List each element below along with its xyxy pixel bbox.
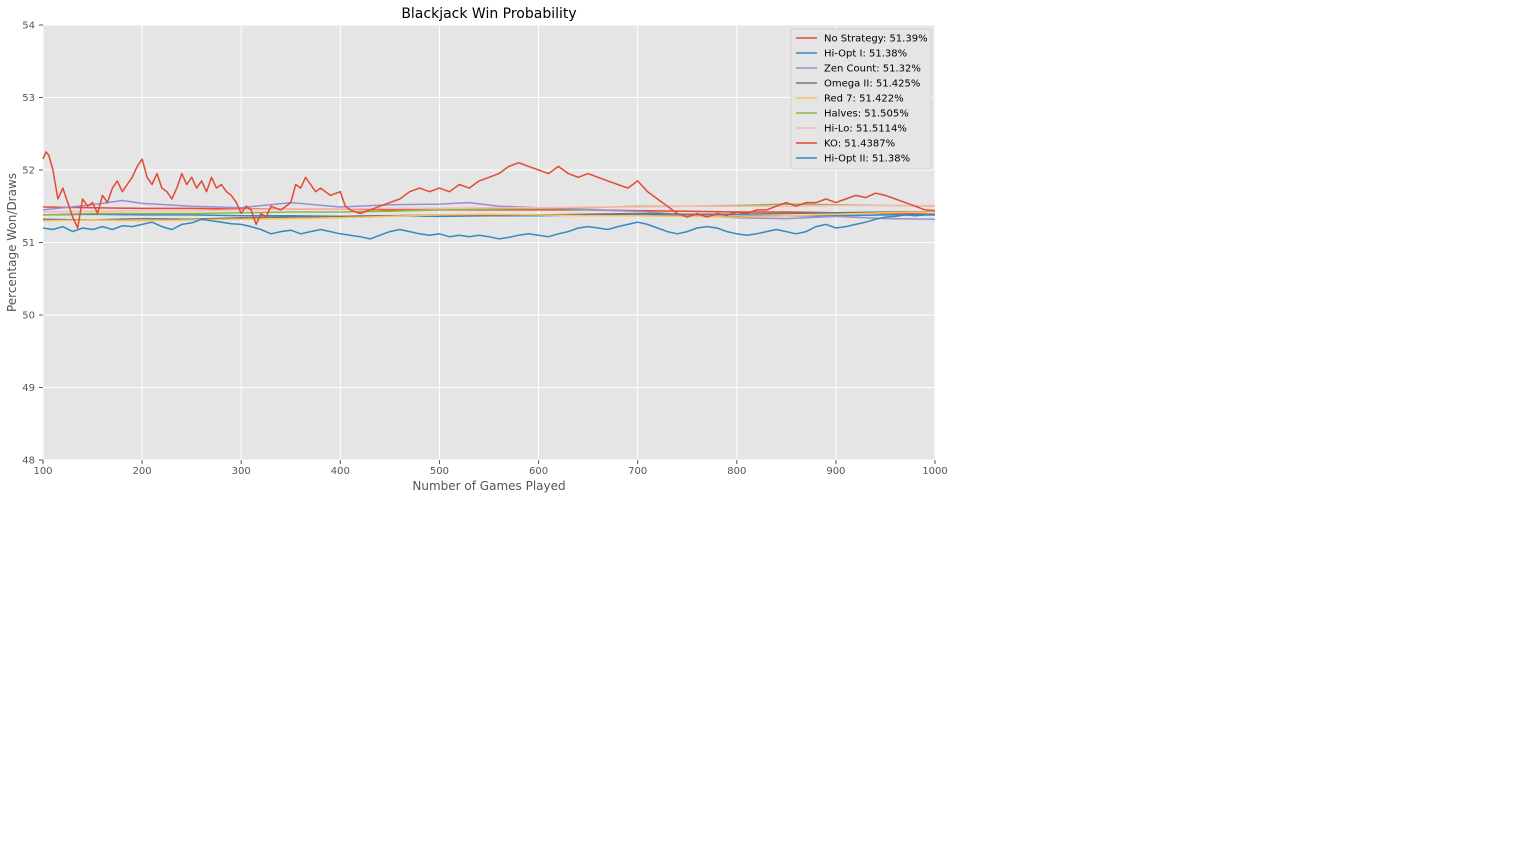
series-line-4 bbox=[42, 211, 936, 222]
legend-label: Hi-Lo: 51.5114% bbox=[824, 124, 907, 135]
y-tick-label: 54 bbox=[22, 21, 35, 32]
series-line-7 bbox=[42, 151, 936, 229]
legend-label: No Strategy: 51.39% bbox=[824, 34, 928, 45]
x-tick-label: 100 bbox=[33, 466, 52, 477]
legend-label: Omega II: 51.425% bbox=[824, 79, 920, 90]
y-tick-label: 53 bbox=[22, 93, 35, 104]
x-tick-label: 800 bbox=[727, 466, 746, 477]
legend-label: Red 7: 51.422% bbox=[824, 94, 904, 105]
x-tick-label: 700 bbox=[628, 466, 647, 477]
legend-label: Hi-Opt I: 51.38% bbox=[824, 49, 907, 60]
x-tick-label: 600 bbox=[529, 466, 548, 477]
x-tick-label: 400 bbox=[331, 466, 350, 477]
series-line-6 bbox=[42, 204, 936, 213]
legend-label: Zen Count: 51.32% bbox=[824, 64, 921, 75]
y-tick-label: 52 bbox=[22, 166, 35, 177]
series-line-2 bbox=[42, 199, 936, 221]
series-line-0 bbox=[42, 206, 936, 215]
legend-box bbox=[790, 28, 932, 170]
x-tick-label: 200 bbox=[133, 466, 152, 477]
legend-label: KO: 51.4387% bbox=[824, 139, 895, 150]
x-tick-label: 300 bbox=[232, 466, 251, 477]
x-axis-label: Number of Games Played bbox=[412, 479, 565, 493]
series-line-8 bbox=[42, 214, 935, 240]
chart-title: Blackjack Win Probability bbox=[401, 6, 576, 22]
y-tick-label: 51 bbox=[22, 238, 35, 249]
axes: 100 200 300 400 500 600 700 800 900 1000 48 49 50 51 5… bbox=[22, 21, 947, 478]
y-tick-label: 50 bbox=[22, 311, 35, 322]
x-tick-label: 1000 bbox=[922, 466, 947, 477]
legend-label: Hi-Opt II: 51.38% bbox=[824, 154, 910, 165]
legend: No Strategy: 51.39% Hi-Opt I: 51.38% Zen C… bbox=[790, 28, 932, 170]
y-tick-label: 49 bbox=[22, 383, 35, 394]
series-layer bbox=[42, 151, 936, 240]
y-axis-label: Percentage Won/Draws bbox=[5, 173, 19, 312]
legend-label: Halves: 51.505% bbox=[824, 109, 909, 120]
series-line-5 bbox=[42, 203, 936, 216]
x-tick-label: 500 bbox=[430, 466, 449, 477]
x-tick-label: 900 bbox=[826, 466, 845, 477]
y-tick-label: 48 bbox=[22, 456, 35, 467]
